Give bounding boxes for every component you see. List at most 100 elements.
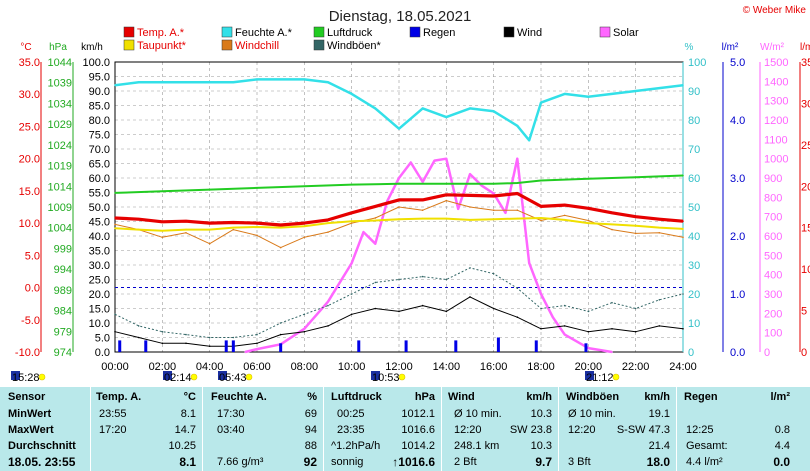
- data-point-6: [421, 275, 424, 278]
- x-tick-label: 12:00: [385, 361, 413, 373]
- axis-tick-wind: 90.0: [89, 86, 110, 98]
- sun-marker-label: 21:12: [586, 372, 614, 384]
- legend-swatch-temp: [123, 26, 135, 38]
- sun-marker-label: 10:53: [372, 372, 400, 384]
- data-point-3: [350, 93, 353, 95]
- weather-chart: Dienstag, 18.05.2021 © Weber Mike Temp. …: [11, 5, 810, 384]
- data-point-6: [185, 333, 187, 336]
- data-point-2: [114, 223, 116, 226]
- data-point-0: [208, 222, 211, 224]
- data-point-0: [350, 212, 353, 214]
- data-point-6: [398, 278, 400, 281]
- axis-tick-pressure: 1019: [48, 161, 72, 173]
- axis-tick-humidity: 10: [688, 318, 700, 330]
- legend-label-dewpoint: Taupunkt*: [137, 40, 187, 52]
- data-point-4: [161, 190, 164, 193]
- data-point-1: [587, 222, 590, 224]
- data-point-6: [303, 313, 306, 316]
- data-point-7: [528, 262, 530, 264]
- data-point-6: [114, 313, 116, 316]
- stats-header-humidity: Feuchte A.: [211, 391, 267, 403]
- legend-label-solar: Solar: [613, 27, 639, 39]
- stats-header-wind: Wind: [448, 391, 475, 403]
- axis-tick-rain: 2.0: [730, 231, 745, 243]
- data-point-1: [350, 220, 353, 222]
- legend-label-humidity: Feuchte A.*: [235, 27, 293, 39]
- data-point-3: [208, 81, 211, 84]
- data-point-6: [587, 310, 590, 313]
- press-max-value: 1016.6: [401, 424, 435, 436]
- axis-tick-temp: 25.0: [19, 121, 40, 133]
- data-point-1: [161, 230, 164, 232]
- axis-tick-wind: 10.0: [89, 318, 110, 330]
- axis-tick-temp: 30.0: [19, 89, 40, 101]
- data-point-6: [327, 304, 329, 307]
- data-point-4: [398, 183, 400, 185]
- stats-col-sensor: Sensor MinWert MaxWert Durchschnitt 18.0…: [0, 387, 91, 471]
- data-point-7: [362, 231, 365, 233]
- data-point-1: [516, 217, 519, 220]
- data-point-4: [634, 176, 637, 178]
- axis-tick-pressure: 974: [54, 347, 72, 359]
- stats-header-temp-unit: °C: [183, 391, 196, 403]
- rain-bar: [118, 340, 122, 352]
- data-point-5: [611, 328, 613, 330]
- data-point-3: [587, 96, 590, 98]
- data-point-5: [256, 342, 258, 345]
- x-tick-label: 00:00: [101, 361, 129, 373]
- axis-tick-wind: 5.0: [95, 333, 110, 345]
- data-point-0: [256, 222, 258, 224]
- data-point-1: [374, 219, 377, 222]
- data-point-5: [492, 307, 495, 310]
- data-point-7: [433, 159, 436, 162]
- sun-marker-label: 15:28: [12, 372, 40, 384]
- data-point-5: [185, 342, 187, 345]
- stats-header-gusts: Windböen: [566, 391, 620, 403]
- axis-tick-right_extra: 5: [801, 306, 807, 318]
- sun-icon: [218, 371, 227, 380]
- data-point-0: [421, 199, 424, 201]
- data-point-2: [469, 206, 471, 208]
- data-point-3: [492, 110, 495, 113]
- rain-bar: [454, 340, 458, 352]
- axis-tick-wind: 100.0: [82, 57, 110, 69]
- stats-header-temp: Temp. A.: [96, 391, 142, 403]
- rain-bar: [144, 340, 148, 352]
- axis-tick-solar: 1100: [764, 134, 788, 146]
- hum-avg-value: 88: [304, 440, 317, 452]
- data-point-7: [374, 242, 377, 245]
- x-tick-label: 08:00: [291, 361, 319, 373]
- axis-tick-pressure: 999: [54, 243, 72, 255]
- data-point-3: [634, 90, 637, 92]
- data-point-6: [611, 301, 613, 304]
- hum-max-time: 03:40: [217, 424, 245, 436]
- temp-min-time: 23:55: [99, 408, 127, 420]
- data-point-3: [398, 127, 400, 130]
- data-point-6: [232, 336, 235, 339]
- data-point-2: [492, 209, 495, 212]
- data-point-1: [421, 217, 424, 220]
- data-point-6: [208, 336, 211, 339]
- data-point-7: [327, 300, 329, 303]
- data-point-5: [445, 310, 448, 313]
- data-point-1: [611, 223, 613, 226]
- data-point-3: [682, 84, 684, 86]
- axis-tick-wind: 85.0: [89, 101, 110, 113]
- data-point-3: [232, 81, 235, 84]
- temp-max-time: 17:20: [99, 424, 127, 436]
- press-min-value: 1012.1: [401, 408, 435, 420]
- wind-now-bft: 2 Bft: [454, 456, 477, 468]
- wind-min-label: Ø 10 min.: [454, 408, 502, 420]
- data-point-2: [445, 199, 448, 202]
- data-point-2: [398, 206, 400, 208]
- press-now-state: sonnig: [331, 456, 364, 468]
- data-point-7: [244, 351, 246, 353]
- data-point-1: [445, 217, 448, 220]
- axis-tick-pressure: 1039: [48, 78, 72, 90]
- axis-tick-temp: -10.0: [15, 347, 40, 359]
- data-point-5: [208, 345, 211, 348]
- data-point-0: [634, 215, 637, 218]
- sun-icon: [371, 371, 380, 380]
- data-point-7: [540, 293, 542, 295]
- wind-max-dir: SW 23.8: [509, 424, 552, 436]
